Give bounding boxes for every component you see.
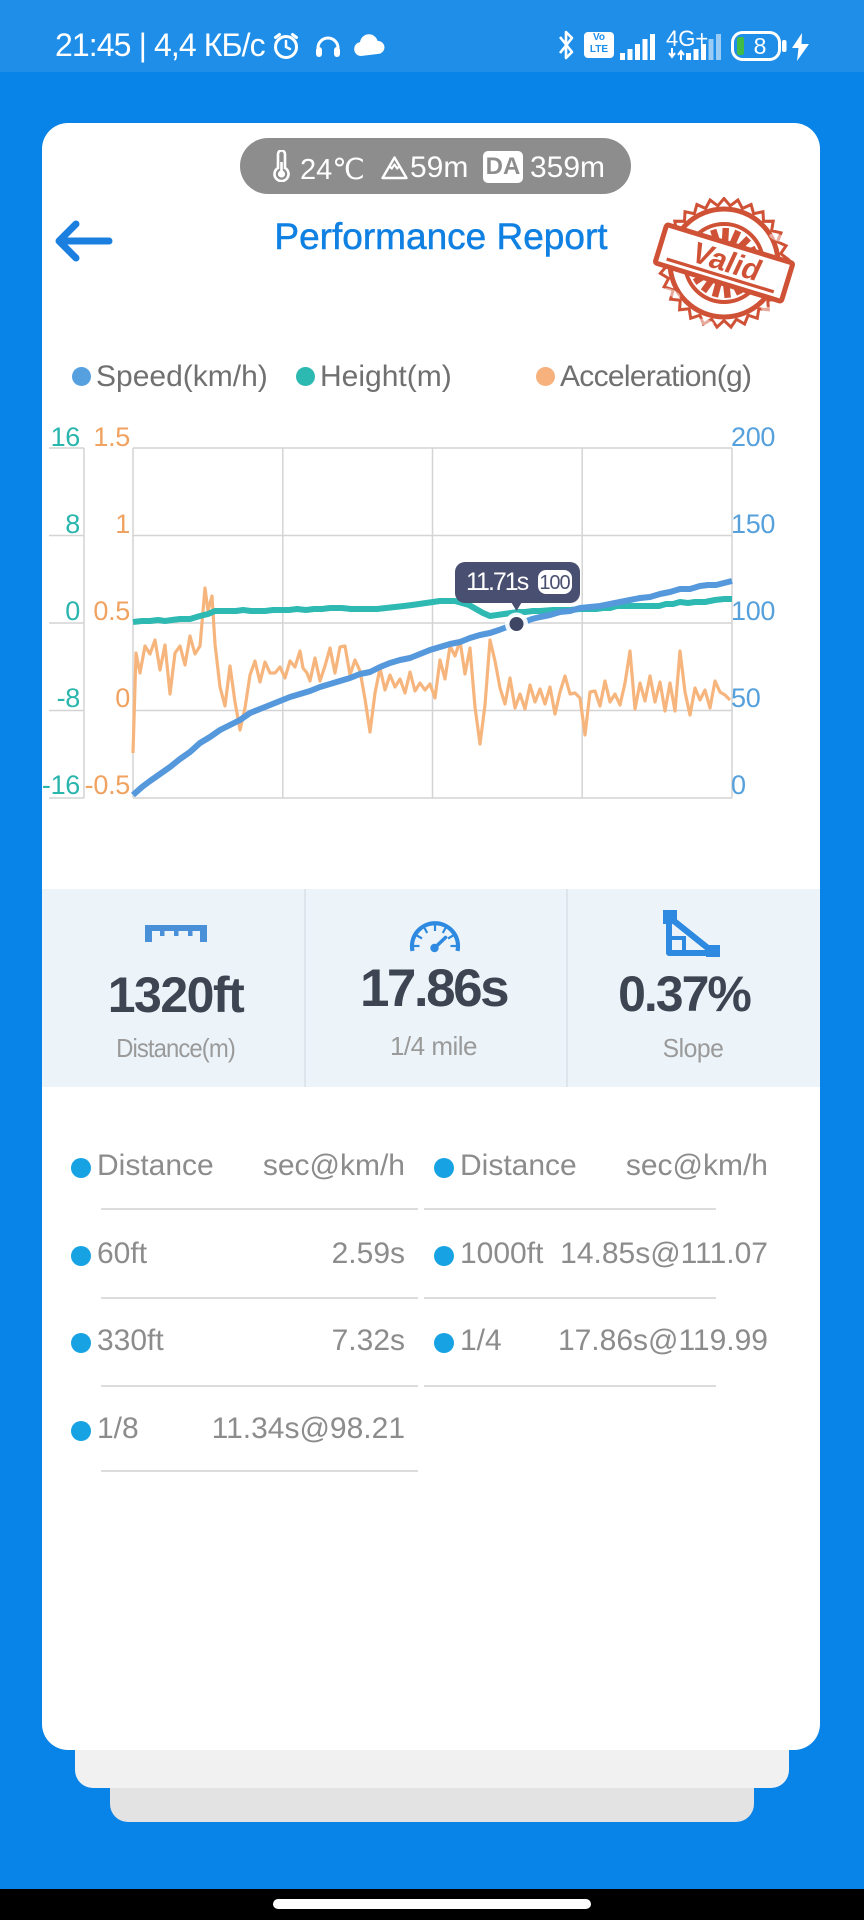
svg-text:50: 50 <box>731 683 760 713</box>
svg-text:0: 0 <box>115 683 130 713</box>
svg-text:150: 150 <box>731 509 775 539</box>
svg-text:-16: -16 <box>42 770 80 800</box>
svg-text:100: 100 <box>539 572 570 594</box>
svg-text:11.71s: 11.71s <box>466 568 529 596</box>
svg-text:0: 0 <box>65 596 80 626</box>
svg-text:0.5: 0.5 <box>93 596 130 626</box>
svg-text:200: 200 <box>731 422 775 452</box>
svg-text:8: 8 <box>754 33 767 59</box>
svg-text:-0.5: -0.5 <box>85 770 130 800</box>
svg-text:0: 0 <box>731 770 746 800</box>
svg-text:100: 100 <box>731 596 775 626</box>
svg-text:8: 8 <box>65 509 80 539</box>
svg-text:1.5: 1.5 <box>93 422 130 452</box>
svg-text:16: 16 <box>51 422 80 452</box>
svg-text:-8: -8 <box>57 683 80 713</box>
svg-text:1: 1 <box>115 509 130 539</box>
